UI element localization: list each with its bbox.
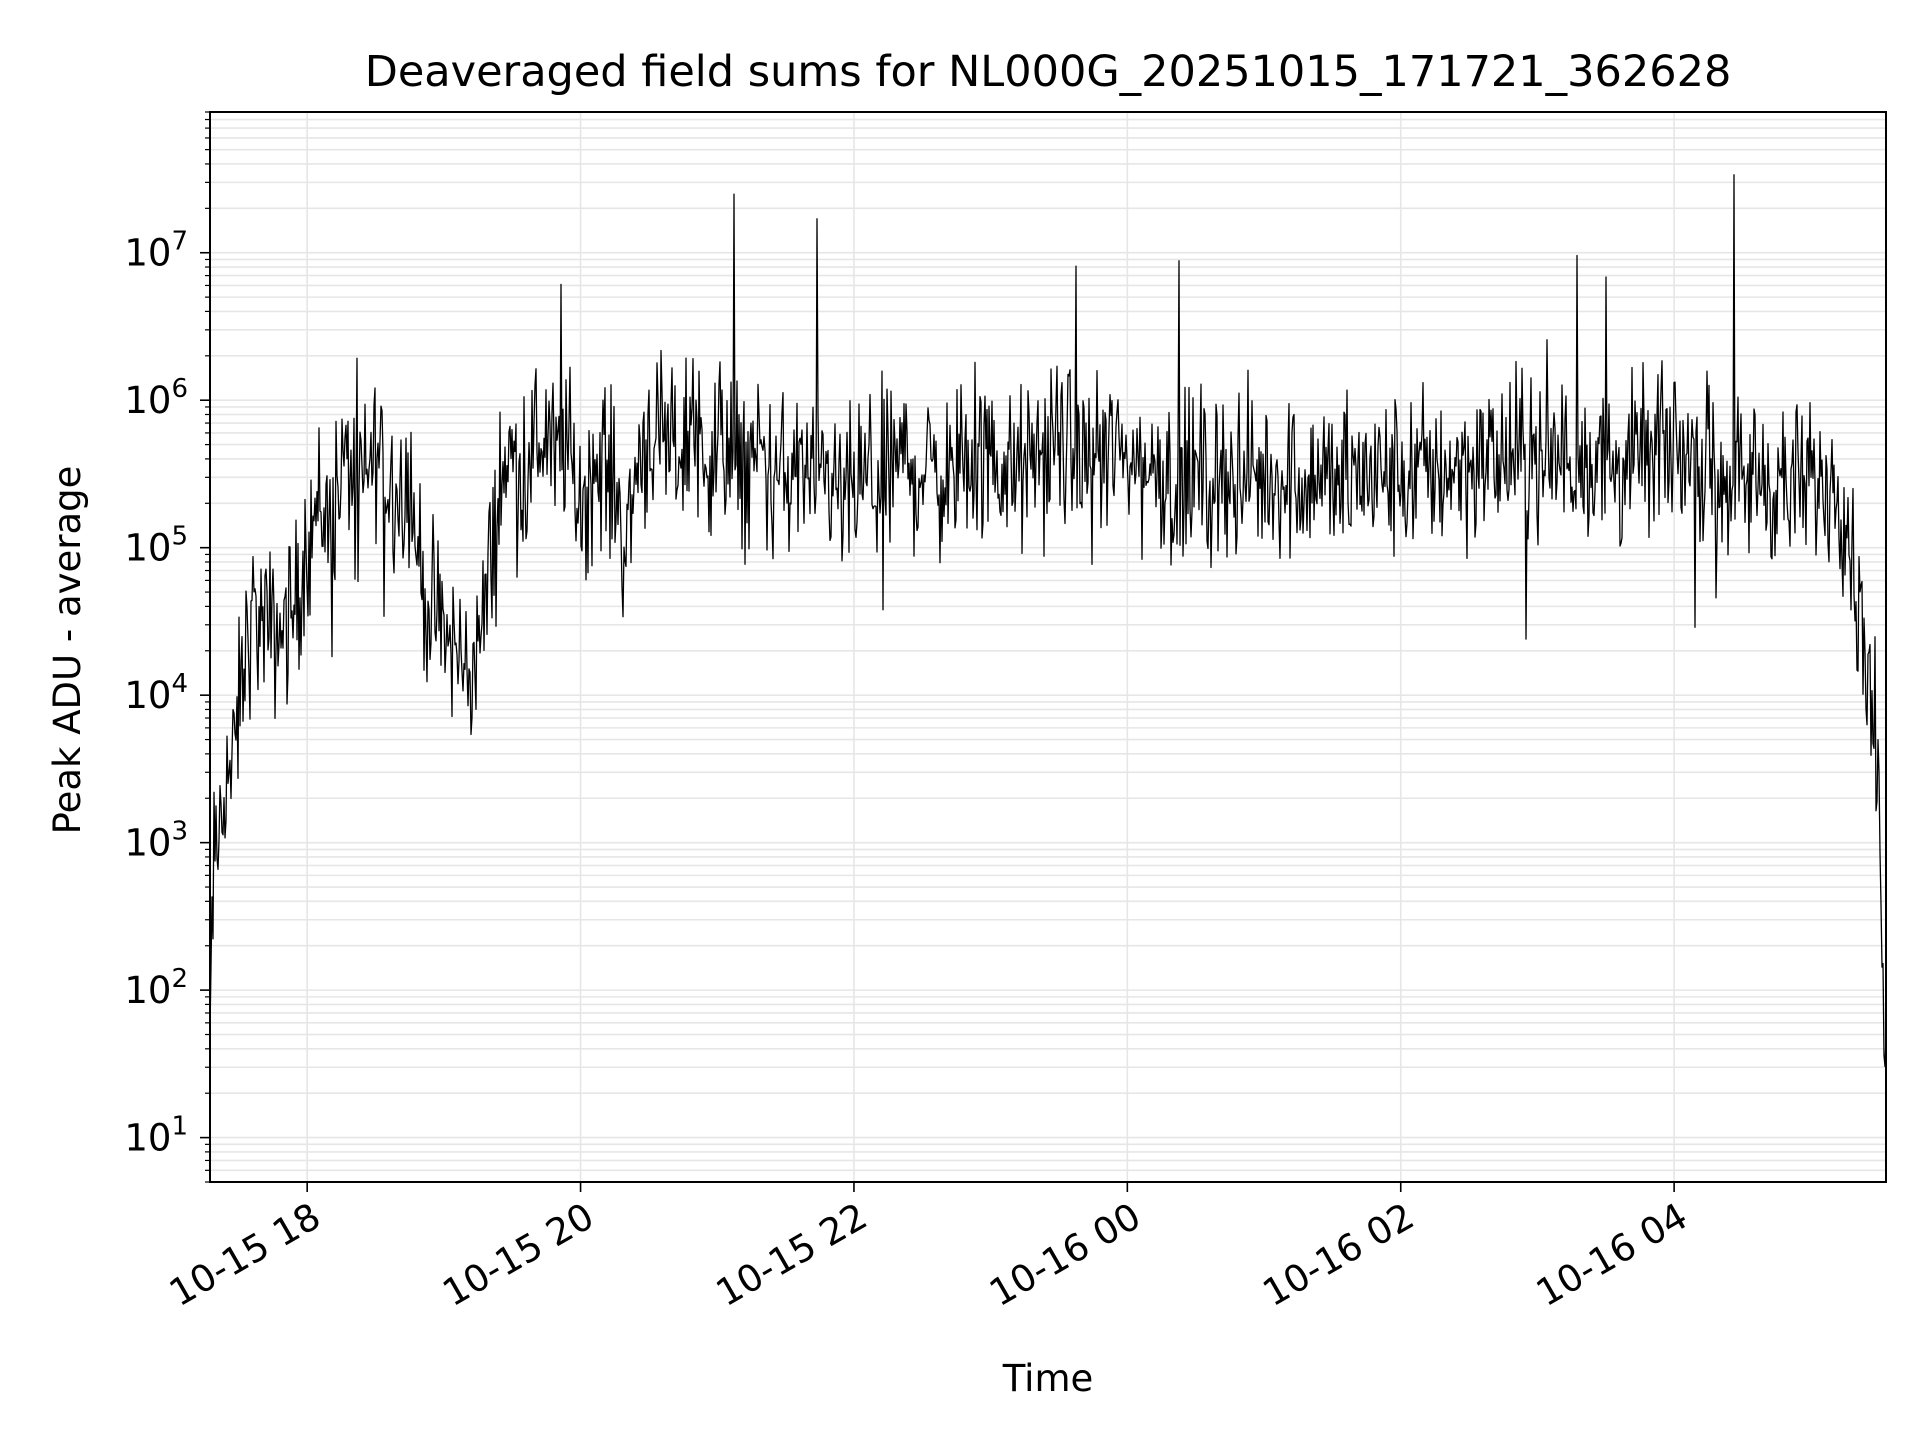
y-tick-label: 107 (124, 227, 188, 275)
y-tick-label: 103 (124, 817, 188, 865)
y-tick-label: 104 (124, 669, 188, 717)
y-axis-ticks: 101 102 103 104 105 106 107 (124, 111, 210, 1183)
chart-title: Deaveraged field sums for NL000G_2025101… (365, 47, 1732, 97)
x-tick-label: 10-15 18 (162, 1195, 328, 1315)
series-line (209, 174, 1887, 1068)
x-tick-label: 10-15 20 (435, 1195, 601, 1315)
x-tick-label: 10-16 00 (982, 1195, 1148, 1315)
y-tick-label: 101 (124, 1112, 188, 1160)
y-axis-label: Peak ADU - average (46, 466, 89, 835)
x-tick-label: 10-16 04 (1529, 1195, 1695, 1315)
x-tick-label: 10-16 02 (1256, 1195, 1422, 1315)
x-axis-label: Time (1002, 1357, 1094, 1400)
y-tick-label: 106 (124, 374, 188, 422)
x-tick-label: 10-15 22 (709, 1195, 875, 1315)
y-tick-label: 102 (124, 964, 188, 1012)
y-tick-label: 105 (124, 522, 188, 570)
plot-frame (209, 111, 1887, 1183)
x-axis-ticks: 10-15 18 10-15 20 10-15 22 10-16 00 10-16 02… (162, 1182, 1695, 1315)
